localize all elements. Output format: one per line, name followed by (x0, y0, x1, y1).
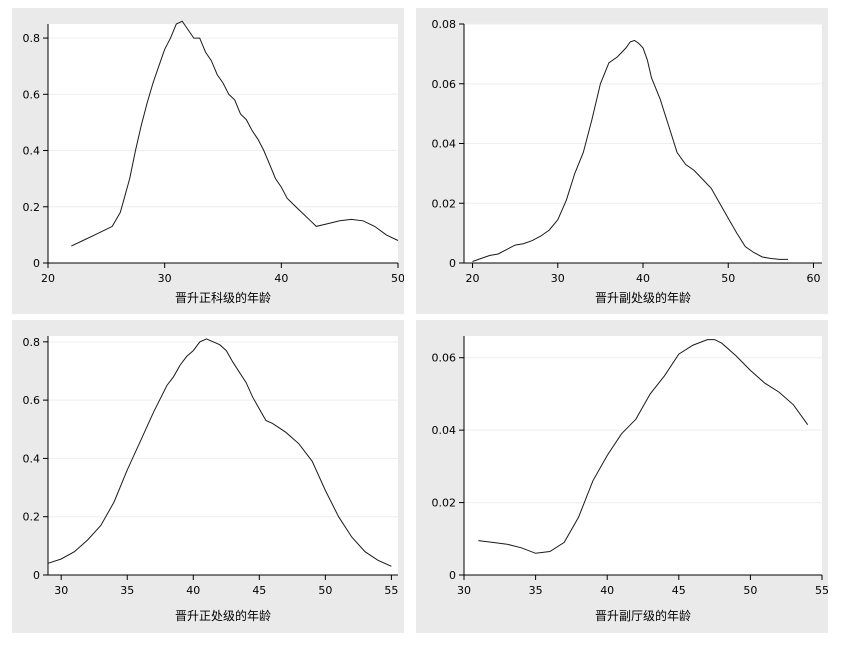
x-tick-label: 50 (743, 584, 757, 597)
x-tick-label: 40 (186, 584, 200, 597)
y-tick-label: 0.06 (432, 78, 457, 91)
plot-area (464, 336, 822, 575)
x-tick-label: 40 (274, 272, 288, 285)
series-line (47, 338, 392, 567)
y-tick-label: 0.2 (23, 201, 41, 214)
y-tick-label: 0.4 (23, 145, 41, 158)
x-tick-label: 50 (318, 584, 332, 597)
x-tick-label: 40 (600, 584, 614, 597)
series-line (71, 20, 399, 247)
x-tick-label: 55 (815, 584, 828, 597)
x-tick-label: 30 (551, 272, 565, 285)
x-tick-label: 55 (384, 584, 398, 597)
x-tick-label: 60 (806, 272, 820, 285)
x-axis-title: 晋升副处级的年龄 (595, 290, 691, 305)
chart-panel-1: 0 0.2 0.4 0.6 0.8 20 30 40 50 晋升正科级的年龄 (12, 8, 404, 314)
x-tick-label: 20 (41, 272, 55, 285)
x-tick-label: 50 (391, 272, 404, 285)
y-tick-label: 0.08 (432, 18, 457, 31)
y-tick-label: 0.8 (23, 32, 41, 45)
x-tick-label: 20 (466, 272, 480, 285)
y-tick-label: 0 (33, 569, 40, 582)
y-tick-label: 0.4 (23, 452, 41, 465)
x-axis-title: 晋升正科级的年龄 (175, 290, 271, 305)
x-tick-label: 35 (529, 584, 543, 597)
y-tick-label: 0.6 (23, 394, 41, 407)
chart-panel-2: 0 0.02 0.04 0.06 0.08 20 30 40 50 60 晋升副处级的年龄 (416, 8, 828, 314)
x-tick-label: 45 (252, 584, 266, 597)
plot-area (48, 24, 398, 263)
chart-svg: 0 0.2 0.4 0.6 0.8 20 30 40 50 晋升正科级的年龄 (23, 20, 404, 305)
plot-area (48, 336, 398, 575)
y-tick-label: 0.8 (23, 336, 41, 349)
y-tick-label: 0.2 (23, 511, 41, 524)
y-tick-label: 0.02 (432, 497, 457, 510)
y-tick-label: 0.04 (432, 424, 457, 437)
series-line (472, 39, 788, 262)
chart-svg: 0 0.02 0.04 0.06 30 35 40 45 50 55 晋升副厅级的年龄 (432, 336, 828, 623)
y-tick-label: 0.06 (432, 352, 457, 365)
y-tick-label: 0 (33, 257, 40, 270)
chart-svg: 0 0.02 0.04 0.06 0.08 20 30 40 50 60 晋升副处级的年龄 (432, 18, 822, 305)
x-tick-label: 50 (721, 272, 735, 285)
x-tick-label: 45 (672, 584, 686, 597)
x-tick-label: 35 (120, 584, 134, 597)
x-axis-title: 晋升正处级的年龄 (175, 608, 271, 623)
y-tick-label: 0.02 (432, 197, 457, 210)
y-tick-label: 0.6 (23, 88, 41, 101)
x-tick-label: 40 (636, 272, 650, 285)
series-line (478, 339, 809, 554)
x-tick-label: 30 (158, 272, 172, 285)
x-tick-label: 30 (54, 584, 68, 597)
chart-panel-3: 0 0.2 0.4 0.6 0.8 30 35 40 45 50 55 晋升正处级的年龄 (12, 320, 404, 633)
x-axis-title: 晋升副厅级的年龄 (595, 608, 691, 623)
y-tick-label: 0.04 (432, 138, 457, 151)
chart-svg: 0 0.2 0.4 0.6 0.8 30 35 40 45 50 55 晋升正处级的年龄 (23, 336, 399, 623)
y-tick-label: 0 (449, 569, 456, 582)
chart-panel-4: 0 0.02 0.04 0.06 30 35 40 45 50 55 晋升副厅级的年龄 (416, 320, 828, 633)
y-tick-label: 0 (449, 257, 456, 270)
x-tick-label: 30 (457, 584, 471, 597)
